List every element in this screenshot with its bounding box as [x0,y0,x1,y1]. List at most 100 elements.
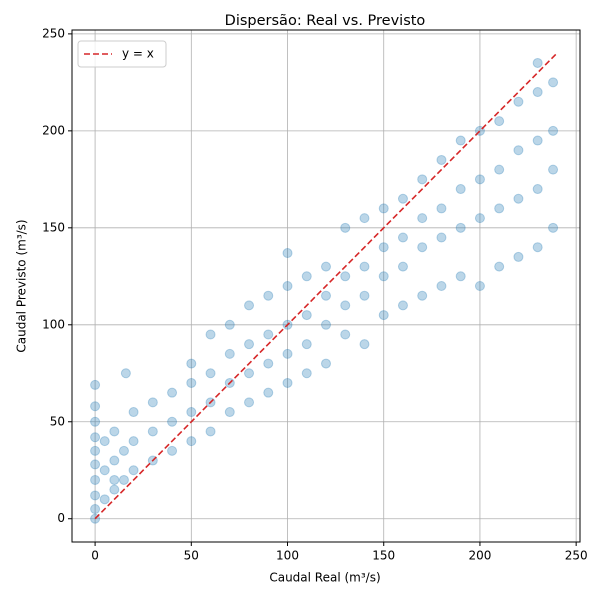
scatter-point [513,96,524,107]
scatter-point [186,377,197,388]
scatter-point [548,77,559,88]
scatter-point [436,154,447,165]
scatter-point [301,271,312,282]
scatter-point [109,455,120,466]
scatter-point [147,426,158,437]
scatter-point [186,407,197,418]
scatter-point [436,232,447,243]
scatter-point [186,358,197,369]
scatter-point [109,484,120,495]
scatter-point [120,368,131,379]
scatter-point [205,426,216,437]
scatter-point [340,329,351,340]
y-tick-label: 250 [42,26,65,40]
scatter-point [474,213,485,224]
scatter-point [417,290,428,301]
scatter-point [321,358,331,369]
scatter-point [378,203,389,214]
scatter-point [378,242,389,253]
scatter-point [282,348,293,359]
scatter-point [118,474,129,485]
scatter-point [118,445,129,456]
scatter-point [532,184,543,195]
scatter-point [224,319,235,330]
scatter-point [474,174,485,185]
scatter-point [548,164,559,175]
scatter-point [301,339,312,350]
scatter-point [494,164,505,175]
scatter-point [321,261,331,272]
scatter-point [397,232,408,243]
scatter-point [109,426,120,437]
scatter-point [340,300,351,311]
scatter-point [359,339,370,350]
scatter-point [224,348,235,359]
scatter-point [90,379,101,390]
scatter-point [282,281,293,291]
x-axis-label: Caudal Real (m³/s) [269,571,380,585]
scatter-point [494,203,505,214]
scatter-point [301,310,312,321]
scatter-point [494,116,505,127]
y-tick-label: 200 [42,123,65,137]
scatter-point [340,222,351,233]
scatter-point [109,474,120,485]
scatter-point [417,174,428,185]
scatter-point [378,310,389,321]
y-tick-label: 150 [42,220,65,234]
scatter-point [90,474,101,485]
scatter-point [436,281,447,291]
scatter-point [263,387,274,398]
x-tick-label: 100 [276,549,299,563]
scatter-point [455,222,466,233]
scatter-point [532,57,543,68]
scatter-point [128,465,139,476]
scatter-point [417,242,428,253]
scatter-point [321,319,331,330]
reference-line [94,52,558,520]
y-tick-label: 50 [50,414,65,428]
x-tick-label: 150 [372,549,395,563]
scatter-point [224,407,235,418]
scatter-point [359,213,370,224]
y-axis-label: Caudal Previsto (m³/s) [15,219,29,352]
scatter-point [263,329,274,340]
x-tick-label: 200 [468,549,491,563]
scatter-point [532,135,543,146]
scatter-point [321,290,331,301]
scatter-point [548,125,559,136]
y-tick-label: 0 [57,511,65,525]
scatter-point [205,329,216,340]
scatter-point [532,242,543,253]
scatter-point [90,459,101,470]
scatter-point [147,397,158,408]
scatter-point [494,261,505,272]
scatter-point [359,290,370,301]
plot-area: 0 50 100 150 200 250 0 50 100 150 200 250 y = x [42,26,588,562]
scatter-point [397,261,408,272]
scatter-point [167,387,178,398]
scatter-point [244,339,255,350]
scatter-point [513,251,524,262]
scatter-point [397,300,408,311]
scatter-point [340,271,351,282]
scatter-point [167,416,178,427]
scatter-point [513,193,524,204]
scatter-point [99,436,110,447]
scatter-point [263,358,274,369]
scatter-point [244,368,255,379]
scatter-point [282,248,293,259]
scatter-point [455,271,466,282]
scatter-point [513,145,524,156]
scatter-point [474,281,485,291]
scatter-point [455,184,466,195]
scatter-point [90,416,101,427]
scatter-point [99,494,110,505]
scatter-point [244,300,255,311]
legend-box [77,40,167,68]
scatter-point [128,407,139,418]
scatter-point [90,504,101,515]
x-tick-label: 0 [91,549,99,563]
scatter-point [90,445,101,456]
